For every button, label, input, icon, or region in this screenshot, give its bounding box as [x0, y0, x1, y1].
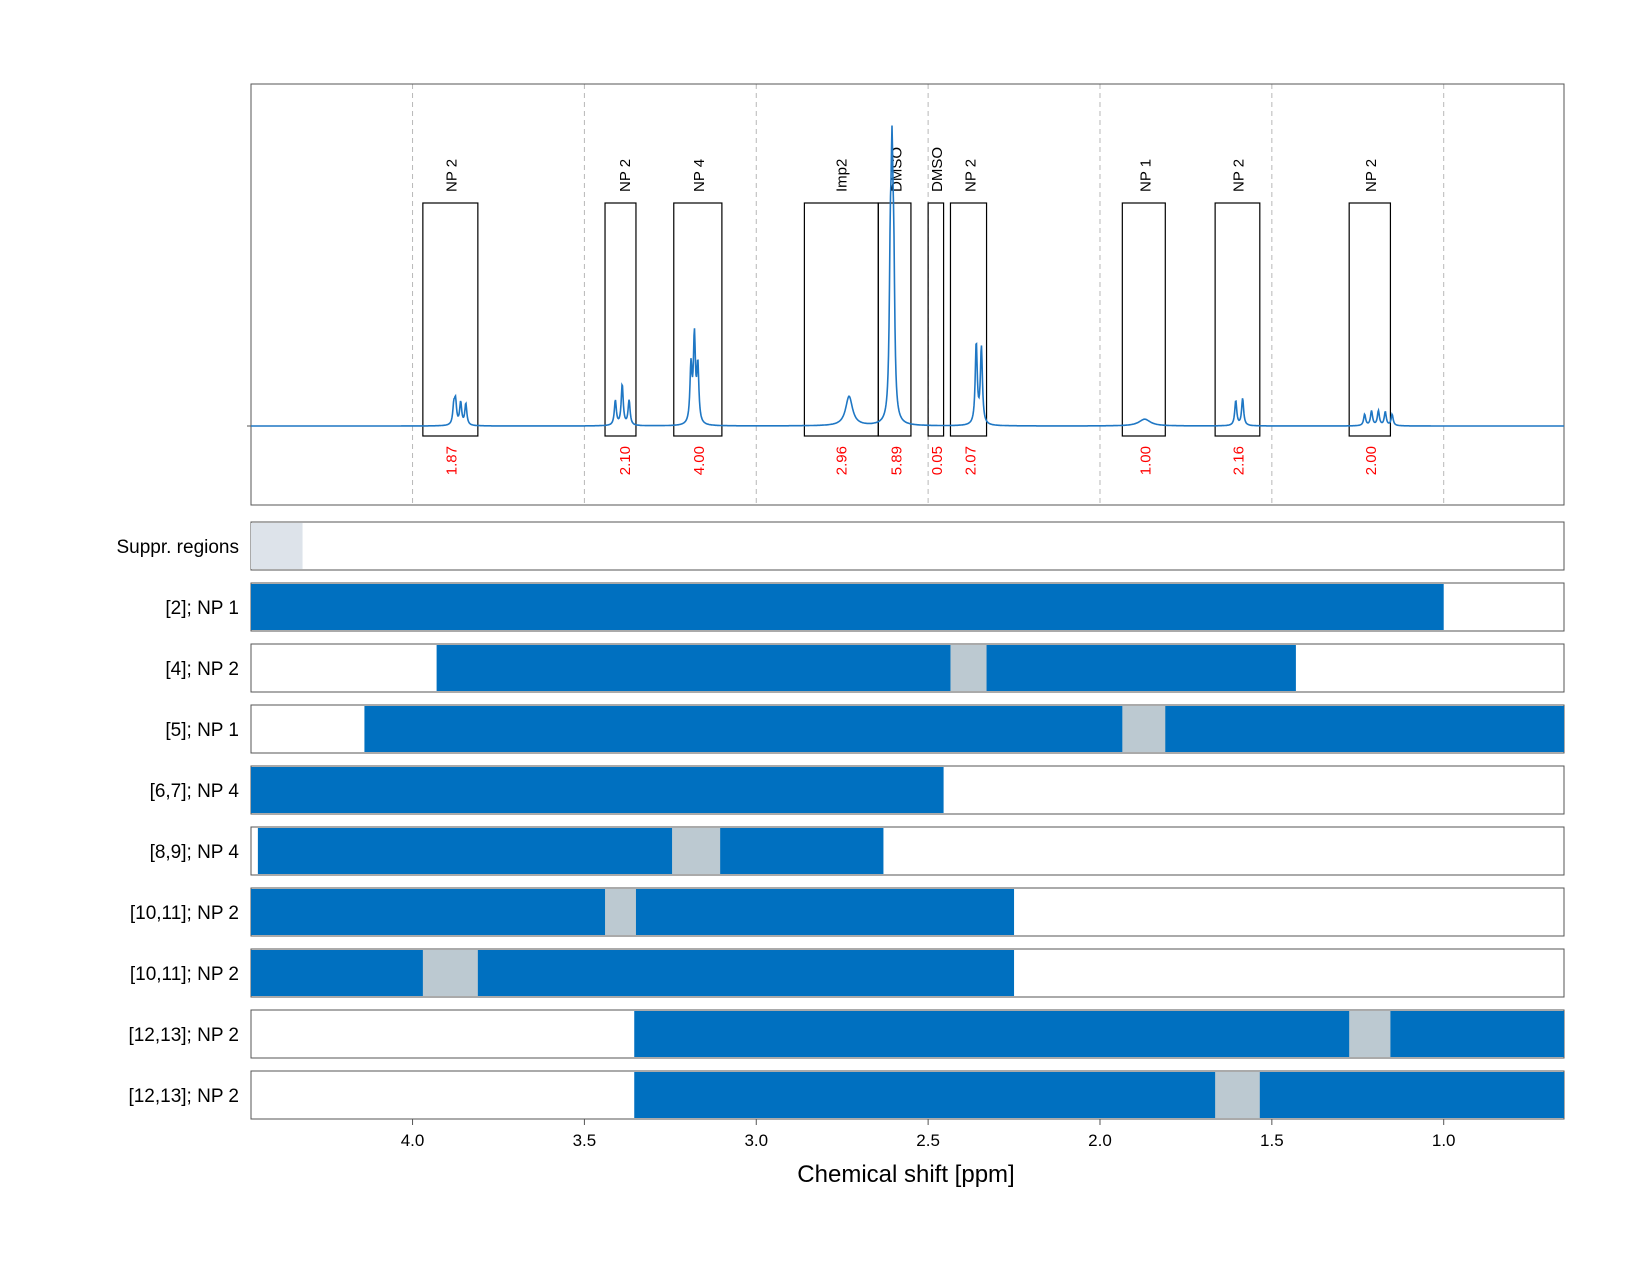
peak-integral: 1.87	[443, 446, 460, 475]
peak-label: NP 4	[691, 159, 708, 192]
x-tick-label: 2.5	[916, 1131, 940, 1150]
range-row: [10,11]; NP 2	[130, 887, 1565, 937]
peak-integral: 2.00	[1363, 446, 1380, 475]
excluded-region	[422, 950, 478, 996]
peak-integral: 2.10	[617, 446, 634, 475]
range-bar	[257, 828, 884, 874]
peak-box	[422, 202, 479, 437]
excluded-region	[1349, 1011, 1391, 1057]
peak-label: NP 2	[962, 159, 979, 192]
x-axis: 4.0 3.5 3.0 2.5 2.0 1.5 1.0	[401, 1119, 1456, 1150]
peak-integral: 2.16	[1230, 446, 1247, 475]
x-tick-label: 3.5	[573, 1131, 597, 1150]
excluded-region	[672, 828, 721, 874]
peak-integral: 2.96	[833, 446, 850, 475]
peak-integral: 4.00	[691, 446, 708, 475]
row-label: [12,13]; NP 2	[128, 1025, 239, 1046]
range-bar	[251, 950, 1015, 996]
x-tick-label: 3.0	[744, 1131, 768, 1150]
excluded-region	[605, 889, 636, 935]
x-tick-label: 1.5	[1260, 1131, 1284, 1150]
peak-label: NP 1	[1138, 159, 1155, 192]
range-row: [12,13]; NP 2	[128, 1009, 1565, 1059]
peak-label: NP 2	[1363, 159, 1380, 192]
x-tick-label: 1.0	[1432, 1131, 1456, 1150]
peak-box	[927, 202, 945, 437]
peak-label: NP 2	[617, 159, 634, 192]
row-label: [12,13]; NP 2	[128, 1086, 239, 1107]
range-bar	[251, 767, 944, 813]
peak-box	[604, 202, 637, 437]
row-frame	[250, 521, 1565, 571]
row-label: [5]; NP 1	[165, 720, 239, 741]
peak-label: NP 2	[1230, 159, 1247, 192]
peak-integral: 0.05	[929, 446, 946, 475]
suppressed-region	[251, 523, 303, 569]
row-label: [10,11]; NP 2	[130, 903, 239, 924]
excluded-region	[1122, 706, 1166, 752]
peak-label: Imp2	[833, 159, 850, 192]
range-row: [8,9]; NP 4	[150, 826, 1565, 876]
peak-label: NP 2	[443, 159, 460, 192]
spectrum-frame	[250, 83, 1565, 506]
spectrum-line	[251, 125, 1564, 427]
range-bar	[634, 1011, 1564, 1057]
row-label: [2]; NP 1	[165, 598, 239, 619]
peak-box	[1214, 202, 1261, 437]
peak-integral: 1.00	[1138, 446, 1155, 475]
x-tick-label: 4.0	[401, 1131, 425, 1150]
range-bar	[634, 1072, 1564, 1118]
range-bar	[251, 584, 1444, 630]
row-label: [8,9]; NP 4	[150, 842, 240, 863]
spectrum-panel: NP 2 1.87 NP 2 2.10 NP 4 4.00 Imp2 2.96 DMSO 5.89…	[247, 83, 1565, 506]
x-axis-label: Chemical shift [ppm]	[797, 1161, 1014, 1188]
peak-box	[1121, 202, 1166, 437]
range-bar	[364, 706, 1564, 752]
peak-integral: 5.89	[888, 446, 905, 475]
range-row: [12,13]; NP 2	[128, 1070, 1565, 1120]
peak-box	[1348, 202, 1392, 437]
range-row: Suppr. regions	[116, 521, 1565, 571]
peak-box	[673, 202, 723, 437]
row-label: [6,7]; NP 4	[150, 781, 240, 802]
range-row: [6,7]; NP 4	[150, 765, 1565, 815]
range-row: [10,11]; NP 2	[130, 948, 1565, 998]
range-row: [5]; NP 1	[165, 704, 1565, 754]
peak-box	[949, 202, 988, 437]
integration-range-rows: Suppr. regions [2]; NP 1 [4]; NP 2 [5]; NP …	[116, 521, 1565, 1120]
x-tick-label: 2.0	[1088, 1131, 1112, 1150]
range-bar	[436, 645, 1296, 691]
excluded-region	[1215, 1072, 1260, 1118]
range-row: [4]; NP 2	[165, 643, 1565, 693]
peak-label: DMSO	[929, 147, 946, 192]
row-label: [4]; NP 2	[165, 659, 239, 680]
excluded-region	[950, 645, 987, 691]
range-row: [2]; NP 1	[165, 582, 1565, 632]
row-label: Suppr. regions	[116, 537, 239, 558]
peak-integral: 2.07	[962, 446, 979, 475]
row-label: [10,11]; NP 2	[130, 964, 239, 985]
peak-annotations: NP 2 1.87 NP 2 2.10 NP 4 4.00 Imp2 2.96 DMSO 5.89…	[422, 147, 1392, 475]
peak-box	[877, 202, 912, 437]
